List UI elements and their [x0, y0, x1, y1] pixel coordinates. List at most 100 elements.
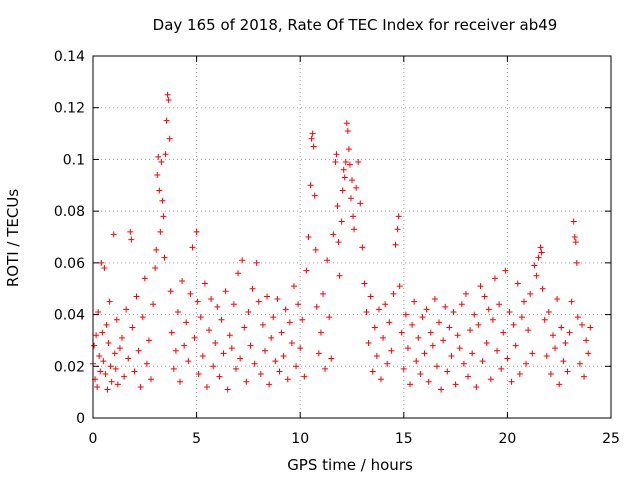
data-point [578, 321, 585, 328]
data-point [308, 135, 315, 142]
data-point [456, 345, 463, 352]
data-point [145, 337, 152, 344]
data-point [552, 345, 559, 352]
data-point [508, 378, 515, 385]
data-point [427, 329, 434, 336]
data-point [290, 283, 297, 290]
x-tick-label: 20 [498, 431, 516, 447]
data-point [123, 306, 130, 313]
data-point [230, 301, 237, 308]
data-point [336, 272, 343, 279]
data-point [344, 127, 351, 134]
data-point [350, 213, 357, 220]
data-point [157, 228, 164, 235]
y-tick-label: 0.1 [63, 152, 85, 168]
data-point [394, 226, 401, 233]
data-point [111, 350, 118, 357]
data-point [108, 378, 115, 385]
data-point [163, 117, 170, 124]
data-point [346, 161, 353, 168]
data-point [167, 288, 174, 295]
data-point [278, 329, 285, 336]
data-point [112, 365, 119, 372]
data-point [161, 254, 168, 261]
data-point [104, 386, 111, 393]
data-point [326, 314, 333, 321]
data-point [206, 327, 213, 334]
data-point [218, 316, 225, 323]
data-point [181, 342, 188, 349]
data-point [419, 314, 426, 321]
data-point [295, 301, 302, 308]
data-point [395, 213, 402, 220]
y-axis-label: ROTI / TECUs [4, 189, 22, 287]
data-point [371, 324, 378, 331]
data-point [369, 368, 376, 375]
x-tick-label: 10 [291, 431, 309, 447]
data-point [583, 337, 590, 344]
x-axis-label: GPS time / hours [287, 456, 413, 474]
plot-frame [92, 55, 612, 419]
data-point [345, 146, 352, 153]
data-point [384, 360, 391, 367]
gridlines [93, 56, 611, 418]
data-point [214, 303, 221, 310]
data-point [330, 231, 337, 238]
data-point [152, 265, 159, 272]
data-point [585, 350, 592, 357]
data-point [95, 308, 102, 315]
y-tick-label: 0.12 [54, 101, 85, 117]
axis-ticks: 0 5 10 15 20 25 0 0.02 0.04 0.06 0.08 0.1 0.12 0.14 [54, 49, 620, 447]
data-point [500, 329, 507, 336]
data-point [103, 321, 110, 328]
x-tick-label: 0 [89, 431, 98, 447]
data-point [400, 365, 407, 372]
data-point [458, 301, 465, 308]
data-point [378, 376, 385, 383]
data-point [139, 314, 146, 321]
data-point [473, 383, 480, 390]
data-point [268, 334, 275, 341]
data-point [489, 316, 496, 323]
data-point [448, 352, 455, 359]
data-point [462, 290, 469, 297]
data-point [310, 143, 317, 150]
data-point [498, 365, 505, 372]
data-point [502, 267, 509, 274]
data-point [91, 342, 98, 349]
data-point [576, 360, 583, 367]
data-point [560, 358, 567, 365]
data-point [239, 257, 246, 264]
data-point [224, 386, 231, 393]
data-point [398, 329, 405, 336]
data-point [272, 358, 279, 365]
data-point [199, 352, 206, 359]
data-point [335, 239, 342, 246]
data-point [413, 358, 420, 365]
data-point [479, 358, 486, 365]
data-point [191, 334, 198, 341]
data-point [102, 371, 109, 378]
data-point [373, 352, 380, 359]
data-point [556, 381, 563, 388]
data-point [286, 319, 293, 326]
data-point [353, 184, 360, 191]
data-point [431, 296, 438, 303]
data-point [166, 135, 173, 142]
data-point [359, 244, 366, 251]
data-point [274, 296, 281, 303]
data-point [311, 192, 318, 199]
data-point [343, 120, 350, 127]
data-point [520, 298, 527, 305]
data-point [518, 314, 525, 321]
data-point [341, 174, 348, 181]
data-point [425, 378, 432, 385]
data-point [404, 345, 411, 352]
data-point [259, 321, 266, 328]
data-point [446, 324, 453, 331]
data-point [309, 130, 316, 137]
data-point [137, 383, 144, 390]
data-point [529, 350, 536, 357]
data-point [539, 285, 546, 292]
data-point [98, 259, 105, 266]
